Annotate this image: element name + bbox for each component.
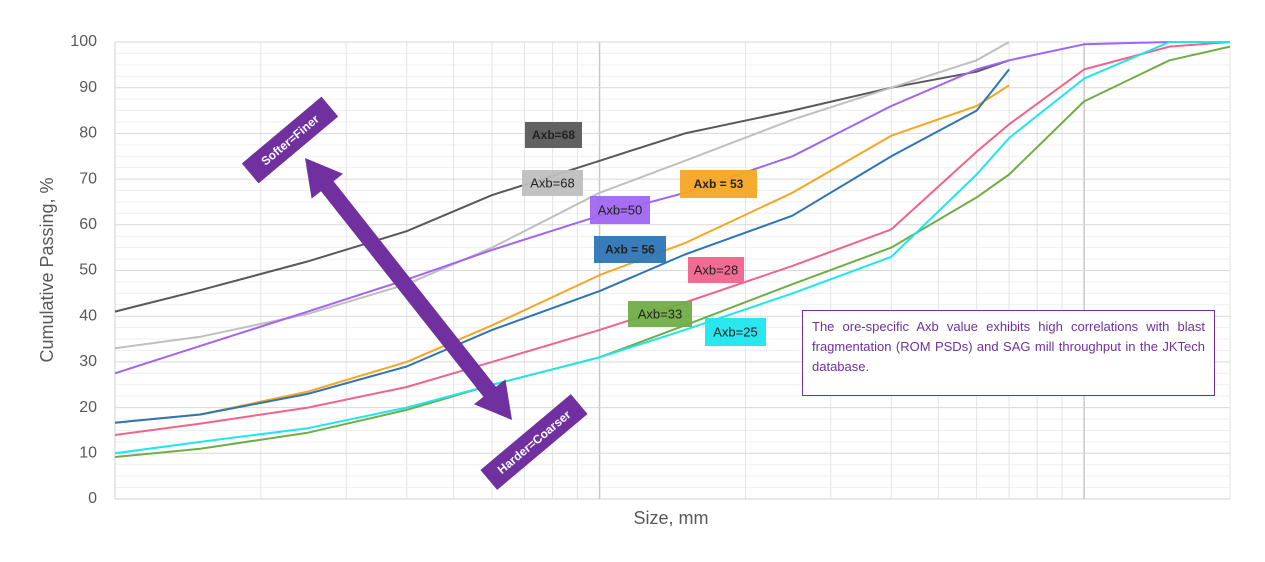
y-tick-label: 10 bbox=[79, 445, 97, 462]
legend-label: Axb=68 bbox=[530, 175, 574, 190]
y-tick-label: 50 bbox=[79, 262, 97, 279]
series-line bbox=[114, 41, 1230, 455]
arrow-label: Softer=Finer bbox=[258, 112, 322, 169]
series-line bbox=[114, 41, 1010, 350]
legend-swatch bbox=[525, 122, 582, 148]
double-arrow bbox=[305, 158, 512, 420]
series-line bbox=[114, 59, 1010, 313]
series-line bbox=[114, 84, 1010, 424]
legend-label: Axb=25 bbox=[713, 324, 757, 339]
y-tick-label: 40 bbox=[79, 307, 97, 324]
legend-swatch bbox=[590, 196, 650, 224]
series-line bbox=[114, 68, 1010, 424]
x-axis-label: Size, mm bbox=[633, 508, 708, 528]
y-tick-label: 30 bbox=[79, 353, 97, 370]
legend-label: Axb=28 bbox=[694, 262, 738, 277]
y-tick-label: 20 bbox=[79, 399, 97, 416]
legend-swatch bbox=[594, 236, 666, 263]
y-tick-label: 0 bbox=[88, 490, 97, 507]
legend-swatch bbox=[688, 257, 744, 283]
legend-label: Axb=33 bbox=[638, 306, 682, 321]
annotation-box: The ore-specific Axb value exhibits high… bbox=[802, 310, 1215, 396]
y-tick-label: 80 bbox=[79, 125, 97, 142]
y-tick-label: 100 bbox=[70, 33, 97, 50]
label-box bbox=[480, 394, 588, 490]
label-box bbox=[241, 96, 339, 184]
y-tick-label: 70 bbox=[79, 170, 97, 187]
legend-swatch bbox=[522, 170, 583, 196]
y-tick-label: 60 bbox=[79, 216, 97, 233]
legend-label: Axb=68 bbox=[532, 128, 575, 142]
legend-label: Axb = 53 bbox=[694, 177, 744, 191]
legend-swatch bbox=[628, 301, 692, 327]
y-axis-label: Cumulative Passing, % bbox=[37, 177, 57, 362]
legend-swatch bbox=[680, 170, 757, 198]
legend-label: Axb=50 bbox=[598, 202, 642, 217]
series-line bbox=[114, 41, 1231, 436]
y-tick-label: 90 bbox=[79, 79, 97, 96]
legend-swatch bbox=[705, 318, 766, 346]
legend-label: Axb = 56 bbox=[605, 243, 655, 257]
series-line bbox=[114, 45, 1231, 458]
